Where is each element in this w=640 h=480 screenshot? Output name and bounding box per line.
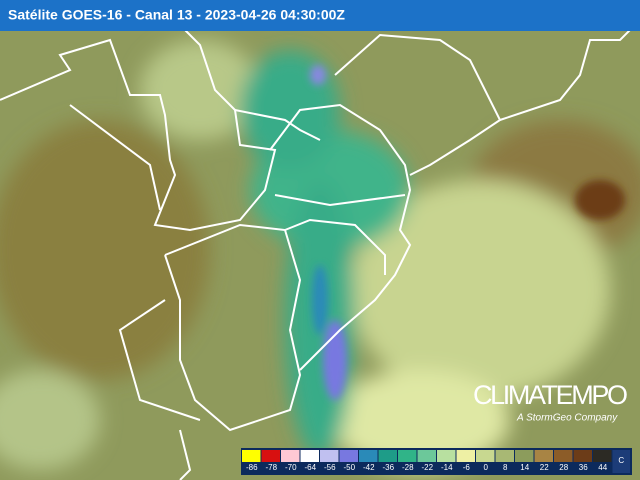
legend-swatch <box>378 450 397 462</box>
brand-tagline: A StormGeo Company <box>516 413 618 424</box>
legend-label: -50 <box>343 463 355 472</box>
legend-swatch <box>359 450 378 462</box>
legend-label: -14 <box>441 463 453 472</box>
legend-unit-box <box>612 450 630 473</box>
legend-swatch <box>300 450 319 462</box>
legend-label: 28 <box>559 463 568 472</box>
legend-label: 44 <box>598 463 607 472</box>
legend-unit: C <box>618 456 624 465</box>
legend-label: 22 <box>540 463 549 472</box>
brand-name: CLIMATEMPO <box>473 380 628 410</box>
legend-swatch <box>417 450 436 462</box>
legend-label: -56 <box>324 463 336 472</box>
legend-label: 8 <box>503 463 508 472</box>
legend-swatch <box>437 450 456 462</box>
legend-label: -70 <box>285 463 297 472</box>
legend-box <box>241 448 632 475</box>
legend-swatch <box>593 450 612 462</box>
legend-label: -42 <box>363 463 375 472</box>
legend-label: -6 <box>463 463 471 472</box>
legend-swatch <box>534 450 553 462</box>
header-title: Satélite GOES-16 - Canal 13 - 2023-04-26… <box>8 7 345 23</box>
legend-label: -86 <box>246 463 258 472</box>
legend-swatch <box>281 450 300 462</box>
legend-swatch <box>515 450 534 462</box>
legend-label: 36 <box>579 463 588 472</box>
legend-label: -22 <box>421 463 433 472</box>
legend-swatch <box>573 450 592 462</box>
legend-label: -36 <box>382 463 394 472</box>
legend-label: -64 <box>304 463 316 472</box>
legend-swatch <box>339 450 358 462</box>
header-bar <box>0 0 640 31</box>
legend-swatch <box>261 450 280 462</box>
legend-label: -28 <box>402 463 414 472</box>
legend-label: -78 <box>265 463 277 472</box>
legend-swatch <box>495 450 514 462</box>
legend-swatch <box>242 450 261 462</box>
legend-swatch <box>476 450 495 462</box>
legend-swatch <box>320 450 339 462</box>
legend-swatch <box>398 450 417 462</box>
legend-label: 14 <box>520 463 529 472</box>
legend-swatch <box>554 450 573 462</box>
borders <box>0 19 640 480</box>
legend-label: 0 <box>484 463 489 472</box>
legend-swatch <box>456 450 475 462</box>
